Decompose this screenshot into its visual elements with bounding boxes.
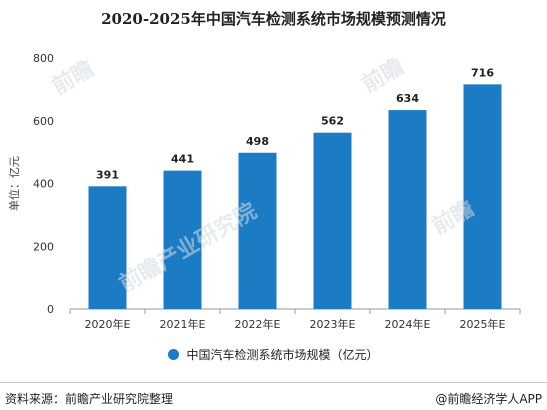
y-tick-label: 600 xyxy=(33,115,54,128)
source-note: 资料来源：前瞻产业研究院整理 xyxy=(5,392,174,406)
bar-chart: 单位：亿元 0 200 400 600 800 391 2020年E 441 2021年E 498 2… xyxy=(7,52,521,331)
brand-credit: @前瞻经济学人APP xyxy=(435,392,542,406)
x-tick-label: 2023年E xyxy=(310,317,356,331)
legend-label: 中国汽车检测系统市场规模（亿元） xyxy=(186,347,379,362)
bar xyxy=(88,186,127,309)
data-label: 441 xyxy=(171,153,194,166)
bar xyxy=(163,170,202,309)
data-label: 634 xyxy=(396,92,419,105)
data-label: 391 xyxy=(96,168,119,181)
x-tick-label: 2021年E xyxy=(160,317,206,331)
data-label: 716 xyxy=(471,66,494,79)
data-label: 562 xyxy=(321,115,344,128)
x-tick-label: 2022年E xyxy=(235,317,281,331)
x-tick-label: 2024年E xyxy=(385,317,431,331)
bar xyxy=(313,132,352,309)
y-axis-label: 单位：亿元 xyxy=(7,156,21,211)
bar xyxy=(388,110,427,310)
bar xyxy=(463,84,502,309)
legend-marker xyxy=(168,348,180,360)
x-tick-label: 2025年E xyxy=(460,317,506,331)
footer: 资料来源：前瞻产业研究院整理 @前瞻经济学人APP xyxy=(0,382,547,410)
y-tick-label: 200 xyxy=(33,240,54,253)
y-tick-label: 0 xyxy=(47,303,54,316)
data-label: 498 xyxy=(246,135,269,148)
bar xyxy=(238,152,277,309)
legend: 中国汽车检测系统市场规模（亿元） xyxy=(0,344,547,364)
y-tick-label: 800 xyxy=(33,52,54,65)
x-tick-label: 2020年E xyxy=(85,317,131,331)
y-tick-label: 400 xyxy=(33,178,54,191)
chart-title: 2020-2025年中国汽车检测系统市场规模预测情况 xyxy=(101,10,446,28)
